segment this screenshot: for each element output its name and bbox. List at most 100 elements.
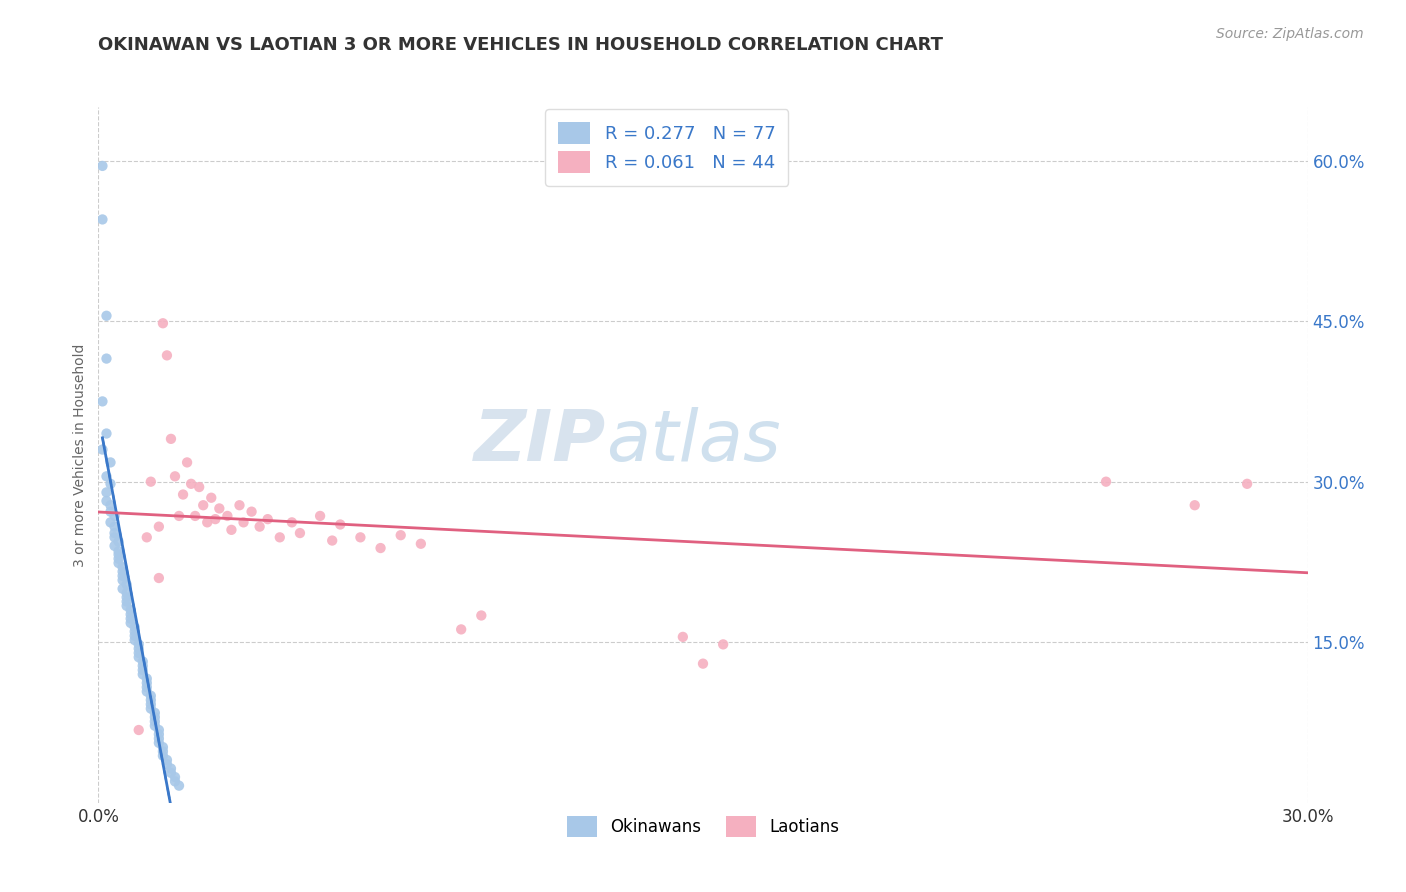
Point bbox=[167, 779, 190, 793]
Y-axis label: 3 or more Vehicles in Household: 3 or more Vehicles in Household bbox=[73, 343, 87, 566]
Point bbox=[240, 505, 263, 519]
Point bbox=[195, 516, 218, 530]
Point bbox=[711, 637, 734, 651]
Point bbox=[148, 723, 170, 737]
Point bbox=[370, 541, 392, 555]
Point bbox=[172, 487, 194, 501]
Point bbox=[143, 706, 166, 720]
Point bbox=[148, 731, 170, 746]
Point bbox=[115, 594, 138, 608]
Point bbox=[96, 351, 118, 366]
Point bbox=[139, 693, 162, 707]
Point bbox=[132, 667, 155, 681]
Point bbox=[91, 442, 114, 457]
Point bbox=[124, 624, 146, 639]
Point bbox=[135, 530, 157, 544]
Point bbox=[124, 620, 146, 634]
Point bbox=[128, 723, 150, 737]
Point bbox=[91, 394, 114, 409]
Point bbox=[128, 637, 150, 651]
Point bbox=[100, 516, 122, 530]
Point bbox=[217, 508, 239, 523]
Point bbox=[692, 657, 714, 671]
Point bbox=[132, 655, 155, 669]
Point bbox=[120, 615, 142, 630]
Point bbox=[349, 530, 371, 544]
Point bbox=[96, 494, 118, 508]
Point bbox=[281, 516, 304, 530]
Point bbox=[120, 607, 142, 622]
Point bbox=[152, 316, 174, 330]
Point bbox=[100, 498, 122, 512]
Point bbox=[132, 663, 155, 677]
Point bbox=[163, 774, 186, 789]
Point bbox=[135, 676, 157, 690]
Point bbox=[103, 526, 125, 541]
Point bbox=[124, 629, 146, 643]
Point bbox=[143, 714, 166, 729]
Point bbox=[143, 710, 166, 724]
Point bbox=[450, 623, 472, 637]
Point bbox=[232, 516, 254, 530]
Point bbox=[1095, 475, 1118, 489]
Point bbox=[143, 719, 166, 733]
Point bbox=[107, 551, 129, 566]
Legend: Okinawans, Laotians: Okinawans, Laotians bbox=[560, 810, 846, 843]
Point bbox=[1184, 498, 1206, 512]
Point bbox=[163, 770, 186, 784]
Point bbox=[256, 512, 278, 526]
Point bbox=[160, 762, 183, 776]
Point bbox=[103, 539, 125, 553]
Point bbox=[1236, 476, 1258, 491]
Point bbox=[269, 530, 291, 544]
Point bbox=[128, 646, 150, 660]
Point bbox=[132, 658, 155, 673]
Point bbox=[321, 533, 343, 548]
Point bbox=[156, 757, 179, 772]
Point bbox=[111, 573, 134, 587]
Point bbox=[148, 736, 170, 750]
Point bbox=[167, 508, 190, 523]
Point bbox=[135, 672, 157, 686]
Point bbox=[111, 569, 134, 583]
Point bbox=[115, 599, 138, 613]
Point bbox=[188, 480, 211, 494]
Text: Source: ZipAtlas.com: Source: ZipAtlas.com bbox=[1216, 27, 1364, 41]
Point bbox=[163, 469, 186, 483]
Point bbox=[103, 508, 125, 523]
Point bbox=[128, 650, 150, 665]
Point bbox=[120, 603, 142, 617]
Point bbox=[124, 633, 146, 648]
Point bbox=[100, 505, 122, 519]
Point bbox=[115, 591, 138, 605]
Point bbox=[91, 212, 114, 227]
Point bbox=[111, 582, 134, 596]
Text: ZIP: ZIP bbox=[474, 407, 606, 475]
Point bbox=[249, 519, 271, 533]
Point bbox=[103, 519, 125, 533]
Point bbox=[148, 571, 170, 585]
Point bbox=[91, 159, 114, 173]
Point bbox=[139, 475, 162, 489]
Point bbox=[208, 501, 231, 516]
Point bbox=[96, 485, 118, 500]
Point bbox=[184, 508, 207, 523]
Point bbox=[115, 577, 138, 591]
Point bbox=[107, 548, 129, 562]
Point bbox=[672, 630, 695, 644]
Point bbox=[96, 426, 118, 441]
Point bbox=[135, 680, 157, 694]
Point bbox=[100, 476, 122, 491]
Point bbox=[156, 753, 179, 767]
Point bbox=[120, 612, 142, 626]
Point bbox=[160, 432, 183, 446]
Point bbox=[115, 586, 138, 600]
Point bbox=[111, 560, 134, 574]
Point bbox=[100, 455, 122, 469]
Point bbox=[139, 701, 162, 715]
Point bbox=[309, 508, 332, 523]
Point bbox=[152, 740, 174, 755]
Point bbox=[221, 523, 243, 537]
Point bbox=[160, 765, 183, 780]
Point bbox=[96, 309, 118, 323]
